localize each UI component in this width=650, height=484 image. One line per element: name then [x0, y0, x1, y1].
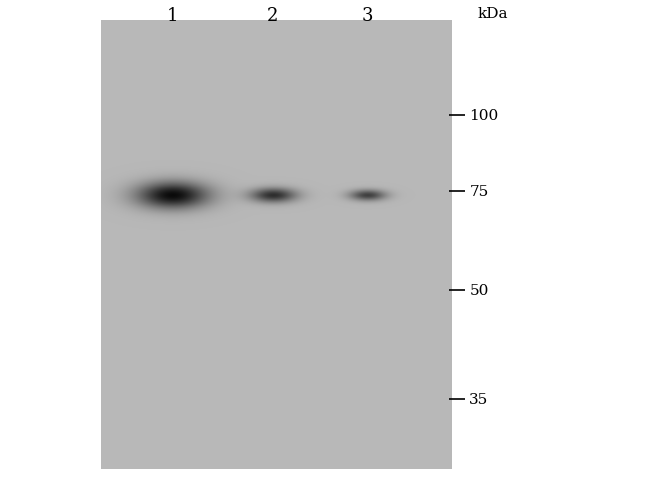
Text: 3: 3 [361, 7, 373, 25]
Text: kDa: kDa [478, 7, 508, 20]
Text: 1: 1 [166, 7, 178, 25]
Text: 35: 35 [469, 393, 489, 406]
Text: 50: 50 [469, 284, 489, 297]
Text: 2: 2 [267, 7, 279, 25]
Bar [101, 22, 452, 469]
Text: 75: 75 [469, 184, 489, 198]
Text: 100: 100 [469, 109, 499, 123]
